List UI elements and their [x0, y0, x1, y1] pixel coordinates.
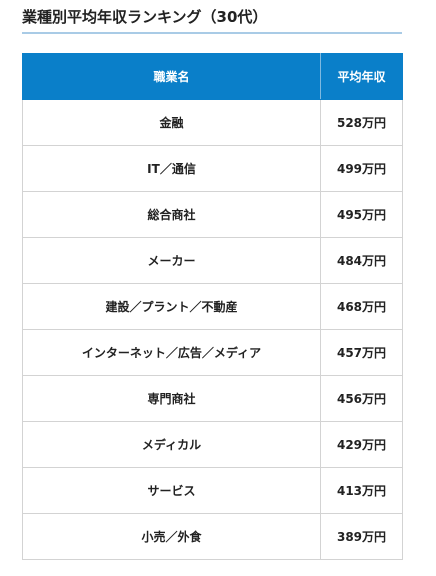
table-row: 小売／外食 389万円: [22, 513, 403, 560]
income-cell: 468万円: [320, 283, 403, 330]
industry-cell: 建設／プラント／不動産: [22, 283, 321, 330]
column-header-income: 平均年収: [320, 53, 403, 100]
page-title: 業種別平均年収ランキング（30代）: [22, 6, 402, 34]
industry-cell: 金融: [22, 99, 321, 146]
income-cell: 413万円: [320, 467, 403, 514]
table-row: サービス 413万円: [22, 467, 403, 514]
income-cell: 457万円: [320, 329, 403, 376]
income-cell: 528万円: [320, 99, 403, 146]
income-cell: 495万円: [320, 191, 403, 238]
income-cell: 499万円: [320, 145, 403, 192]
industry-cell: サービス: [22, 467, 321, 514]
table-row: メディカル 429万円: [22, 421, 403, 468]
industry-cell: インターネット／広告／メディア: [22, 329, 321, 376]
column-header-industry: 職業名: [22, 53, 321, 100]
income-cell: 429万円: [320, 421, 403, 468]
table-row: インターネット／広告／メディア 457万円: [22, 329, 403, 376]
table-row: メーカー 484万円: [22, 237, 403, 284]
table-header-row: 職業名 平均年収: [22, 53, 403, 100]
ranking-table: 職業名 平均年収 金融 528万円 IT／通信 499万円 総合商社 495万円…: [22, 53, 403, 560]
industry-cell: メディカル: [22, 421, 321, 468]
income-cell: 484万円: [320, 237, 403, 284]
income-cell: 456万円: [320, 375, 403, 422]
table-row: IT／通信 499万円: [22, 145, 403, 192]
table-row: 総合商社 495万円: [22, 191, 403, 238]
industry-cell: 小売／外食: [22, 513, 321, 560]
table-row: 金融 528万円: [22, 99, 403, 146]
table-row: 専門商社 456万円: [22, 375, 403, 422]
industry-cell: 総合商社: [22, 191, 321, 238]
industry-cell: メーカー: [22, 237, 321, 284]
industry-cell: 専門商社: [22, 375, 321, 422]
table-row: 建設／プラント／不動産 468万円: [22, 283, 403, 330]
income-cell: 389万円: [320, 513, 403, 560]
industry-cell: IT／通信: [22, 145, 321, 192]
